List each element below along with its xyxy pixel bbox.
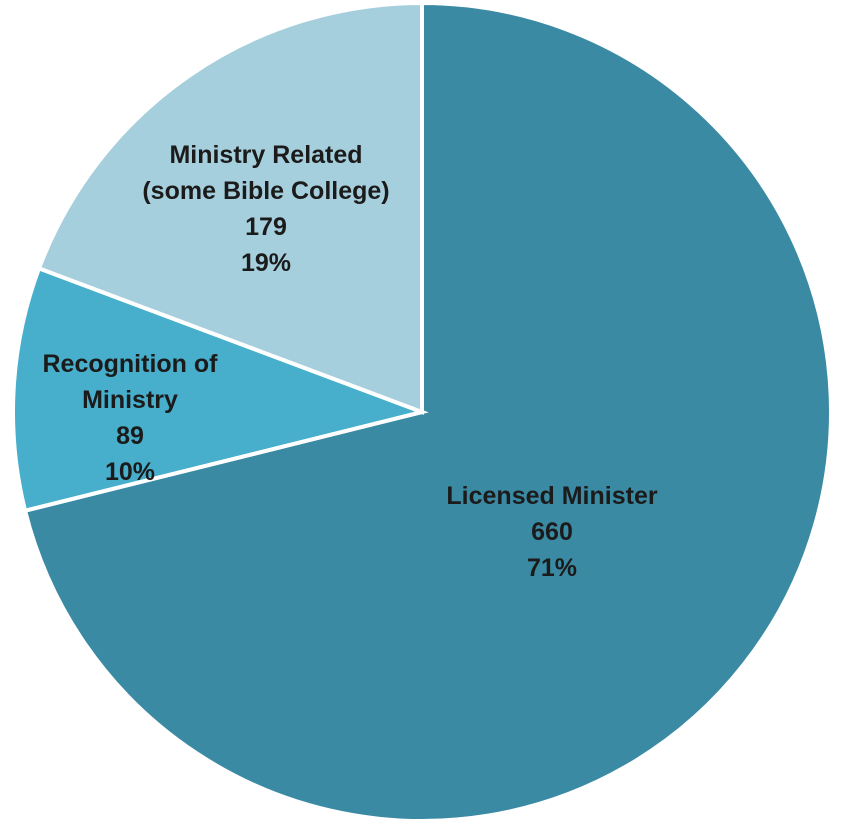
slice-label-name: Ministry Related [169,141,362,169]
slice-label-name: Licensed Minister [446,482,657,510]
pie-slice-0 [22,0,833,823]
pie-slice-1 [11,265,429,514]
slice-label-value: 179 [245,213,287,241]
slice-label-name: (some Bible College) [142,177,389,205]
slice-label-value: 89 [116,422,144,450]
slice-label-percent: 10% [105,458,155,486]
slice-label-percent: 71% [527,554,577,582]
pie-slice-2 [36,0,424,415]
slice-label-percent: 19% [241,249,291,277]
slice-label-value: 660 [531,518,573,546]
slice-label-name: Recognition of [43,350,219,378]
slice-label-name: Ministry [82,386,178,414]
